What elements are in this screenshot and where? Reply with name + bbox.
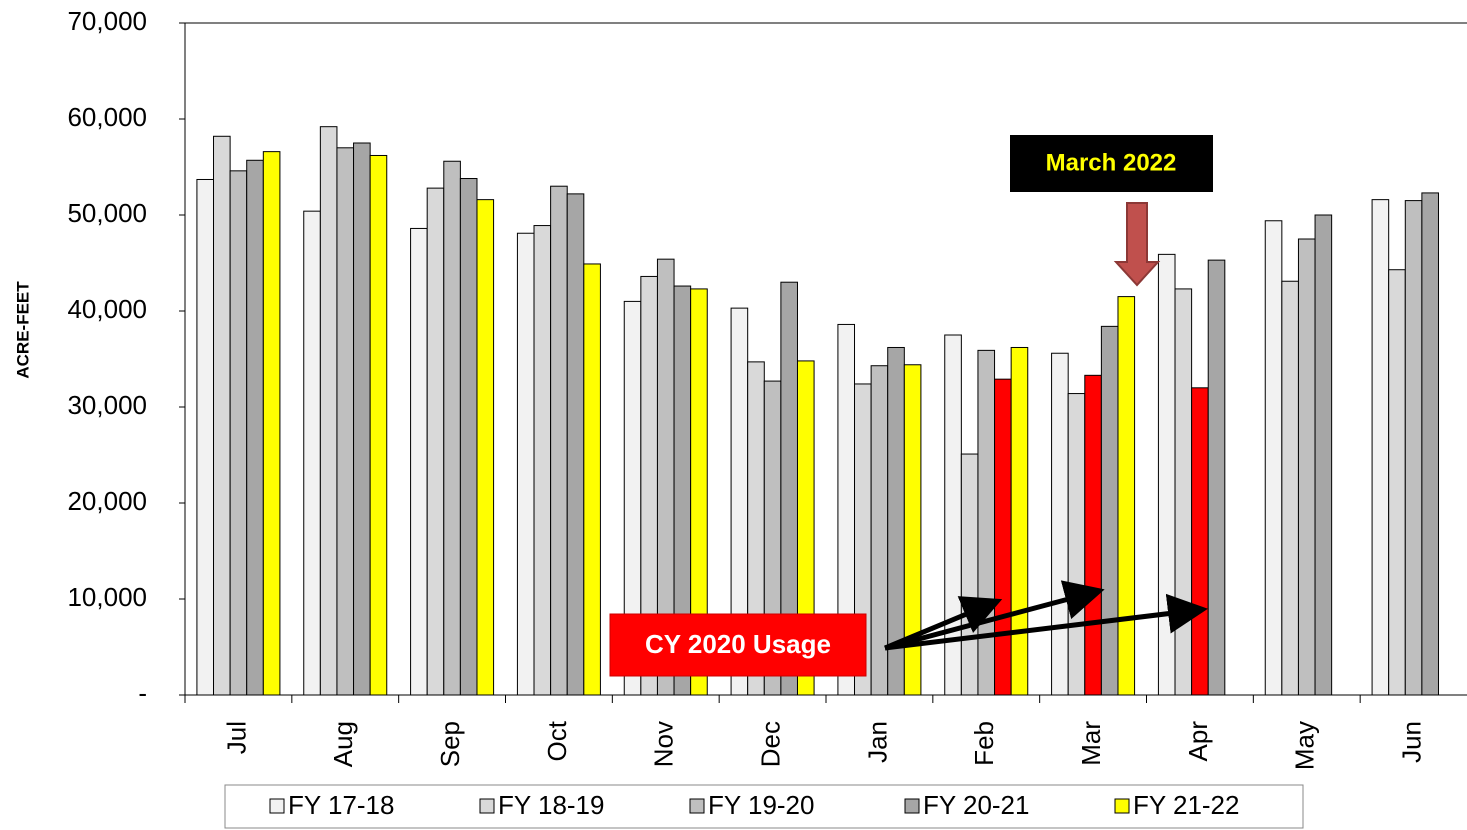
- arrow: [884, 580, 1105, 651]
- bar: [443, 160, 461, 696]
- y-tick-label: 60,000: [67, 102, 147, 132]
- bar: [303, 210, 321, 696]
- legend-swatch: [904, 798, 920, 814]
- y-tick-label: -: [138, 678, 147, 708]
- bar: [533, 225, 552, 696]
- bar: [353, 142, 371, 696]
- bar: [1314, 214, 1333, 696]
- annotation-box: [1010, 135, 1213, 192]
- bar: [1117, 296, 1136, 696]
- x-tick-label: Jul: [221, 721, 251, 754]
- bar: [583, 263, 601, 696]
- x-tick-label: Apr: [1183, 721, 1213, 762]
- bar: [196, 178, 215, 696]
- y-tick-label: 20,000: [67, 486, 147, 516]
- x-tick-label: Nov: [649, 721, 679, 767]
- y-tick-label: 10,000: [67, 582, 147, 612]
- y-tick-label: 40,000: [67, 294, 147, 324]
- x-tick-label: Jan: [862, 721, 892, 763]
- bar: [246, 159, 264, 696]
- x-tick-label: May: [1290, 721, 1320, 770]
- bar: [960, 453, 979, 696]
- bar: [1191, 387, 1209, 696]
- bar: [1404, 200, 1423, 696]
- x-tick-label: Dec: [755, 721, 785, 767]
- x-tick-label: Oct: [542, 720, 572, 761]
- bar: [1281, 280, 1299, 696]
- x-tick-label: Sep: [435, 721, 465, 767]
- bar: [476, 199, 495, 696]
- y-tick-label: 50,000: [67, 198, 147, 228]
- bar: [213, 135, 231, 696]
- legend-label: FY 19-20: [708, 790, 814, 820]
- y-tick-label: 70,000: [67, 6, 147, 36]
- legend-label: FY 17-18: [288, 790, 394, 820]
- bar: [1100, 325, 1119, 696]
- bar: [977, 349, 996, 696]
- legend-swatch: [689, 798, 705, 814]
- legend-swatch: [269, 798, 285, 814]
- annotation: March 2022: [1046, 149, 1177, 176]
- bar: [336, 147, 355, 696]
- bar: [1207, 259, 1226, 696]
- x-tick-label: Jun: [1396, 721, 1426, 763]
- legend-swatch: [1114, 798, 1130, 814]
- bar: [410, 227, 428, 696]
- bar: [369, 154, 388, 696]
- bar: [1067, 393, 1086, 696]
- y-axis-label: ACRE-FEET: [13, 281, 32, 379]
- bar: [1297, 238, 1316, 696]
- legend-swatch: [479, 798, 495, 814]
- annotation: CY 2020 Usage: [645, 629, 831, 659]
- bar: [426, 187, 445, 696]
- bar: [1157, 253, 1176, 696]
- bar: [459, 178, 478, 696]
- bar: [1174, 288, 1193, 696]
- bar: [516, 232, 535, 696]
- y-tick-label: 30,000: [67, 390, 147, 420]
- annotation-box: [609, 613, 867, 677]
- bar: [1264, 220, 1283, 696]
- bar: [994, 378, 1012, 696]
- bar: [1084, 374, 1102, 696]
- arrow: [1113, 202, 1161, 287]
- arrow: [884, 593, 1208, 651]
- legend-label: FY 21-22: [1133, 790, 1239, 820]
- bar: [1371, 199, 1390, 696]
- arrow: [884, 596, 1003, 651]
- bar: [229, 170, 248, 696]
- x-tick-label: Aug: [328, 721, 358, 767]
- bar: [1388, 269, 1406, 696]
- x-tick-label: Mar: [1076, 721, 1106, 766]
- bar: [1421, 192, 1439, 696]
- x-tick-label: Feb: [969, 721, 999, 766]
- bar: [566, 193, 585, 696]
- bar: [1051, 352, 1069, 696]
- legend-label: FY 20-21: [923, 790, 1029, 820]
- bar: [262, 151, 281, 696]
- bar: [550, 185, 568, 696]
- bar: [319, 126, 338, 696]
- bar: [1010, 346, 1029, 696]
- legend-label: FY 18-19: [498, 790, 604, 820]
